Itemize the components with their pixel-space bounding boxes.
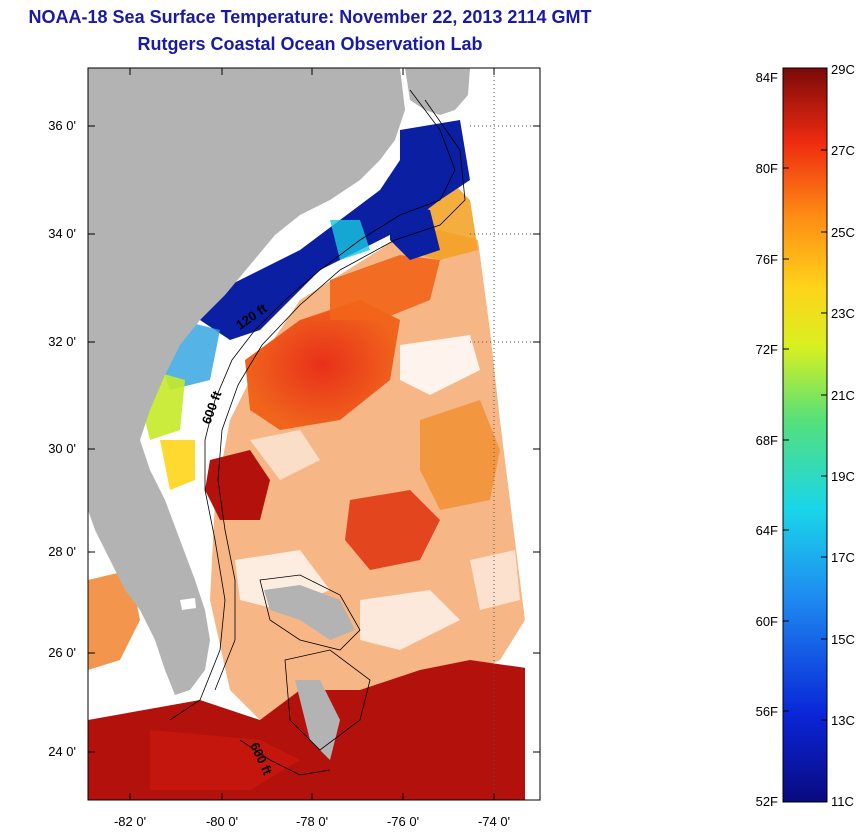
land (88, 68, 470, 760)
no-data-region (478, 68, 540, 800)
lat-label-30: 30 0' (48, 441, 76, 456)
lat-label-34: 34 0' (48, 226, 76, 241)
cbar-f-64: 64F (756, 523, 778, 538)
cbar-c-13: 13C (831, 713, 855, 728)
colorbar: 84F 80F 76F 72F 68F 64F 60F 56F 52F 29C … (756, 62, 855, 809)
cbar-c-17: 17C (831, 550, 855, 565)
lon-label-82: -82 0' (114, 814, 146, 829)
lon-label-80: -80 0' (206, 814, 238, 829)
map-border (87, 67, 541, 801)
cbar-c-11: 11C (831, 794, 854, 809)
cbar-f-56: 56F (756, 704, 778, 719)
lat-label-28: 28 0' (48, 544, 76, 559)
cbar-c-21: 21C (831, 388, 855, 403)
cbar-c-29: 29C (831, 62, 855, 77)
map-title: NOAA-18 Sea Surface Temperature: Novembe… (28, 7, 592, 27)
cbar-c-19: 19C (831, 469, 855, 484)
cbar-f-84: 84F (756, 70, 778, 85)
map-subtitle: Rutgers Coastal Ocean Observation Lab (137, 34, 483, 54)
colorbar-gradient (783, 68, 827, 802)
cbar-f-76: 76F (756, 252, 778, 267)
cbar-f-60: 60F (756, 614, 778, 629)
lat-tick-labels: 36 0' 34 0' 32 0' 30 0' 28 0' 26 0' 24 0… (48, 118, 76, 759)
bathymetry-contours (169, 89, 466, 776)
cbar-f-52: 52F (756, 794, 778, 809)
lon-label-76: -76 0' (387, 814, 419, 829)
lat-ticks (88, 125, 540, 753)
cbar-c-27: 27C (831, 143, 855, 158)
lon-tick-labels: -82 0' -80 0' -78 0' -76 0' -74 0' (114, 814, 510, 829)
cbar-f-72: 72F (756, 342, 778, 357)
lon-label-78: -78 0' (296, 814, 328, 829)
map-area: 120 ft 600 ft 600 ft (88, 68, 540, 800)
colorbar-border (782, 67, 828, 803)
cbar-c-23: 23C (831, 306, 855, 321)
lon-label-74: -74 0' (478, 814, 510, 829)
cbar-c-15: 15C (831, 632, 855, 647)
cbar-c-25: 25C (831, 225, 855, 240)
cbar-f-80: 80F (756, 161, 778, 176)
cbar-f-68: 68F (756, 433, 778, 448)
lat-label-32: 32 0' (48, 334, 76, 349)
lat-label-24: 24 0' (48, 744, 76, 759)
lat-label-26: 26 0' (48, 645, 76, 660)
lon-ticks (129, 68, 495, 800)
lat-label-36: 36 0' (48, 118, 76, 133)
